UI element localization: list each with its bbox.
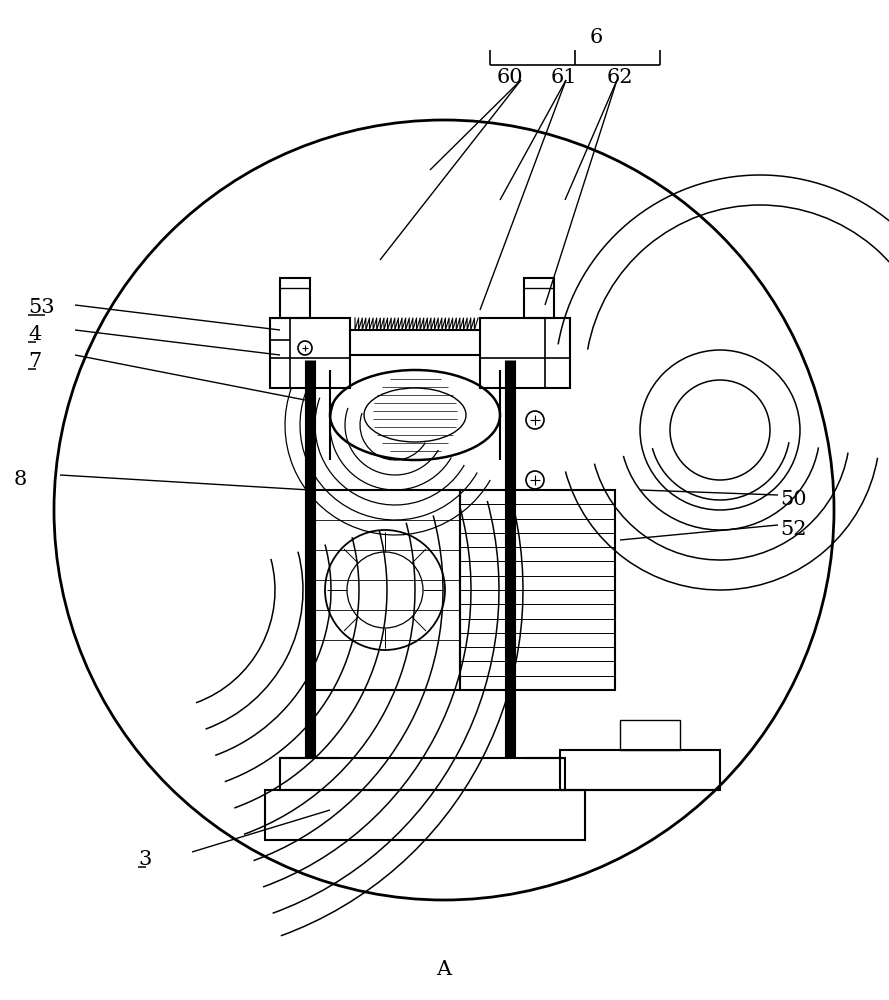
Bar (620, 720, 680, 750)
Circle shape (526, 471, 544, 489)
Bar (480, 318, 570, 388)
Text: 52: 52 (780, 520, 806, 539)
Text: 4: 4 (28, 325, 41, 344)
Text: 50: 50 (780, 490, 806, 509)
Bar (310, 490, 460, 690)
Bar (270, 318, 350, 388)
Circle shape (298, 341, 312, 355)
Bar (280, 758, 565, 790)
Text: 6: 6 (590, 28, 604, 47)
Bar (460, 490, 615, 690)
Text: 3: 3 (138, 850, 151, 869)
Text: 7: 7 (28, 352, 41, 371)
Bar (524, 278, 554, 318)
Text: 53: 53 (28, 298, 54, 317)
Text: A: A (436, 960, 452, 979)
Circle shape (526, 411, 544, 429)
Text: 61: 61 (551, 68, 578, 87)
Text: 62: 62 (607, 68, 634, 87)
Text: 60: 60 (497, 68, 524, 87)
Bar (560, 750, 720, 790)
Text: 8: 8 (14, 470, 28, 489)
Bar (265, 790, 585, 840)
Bar (280, 278, 310, 318)
